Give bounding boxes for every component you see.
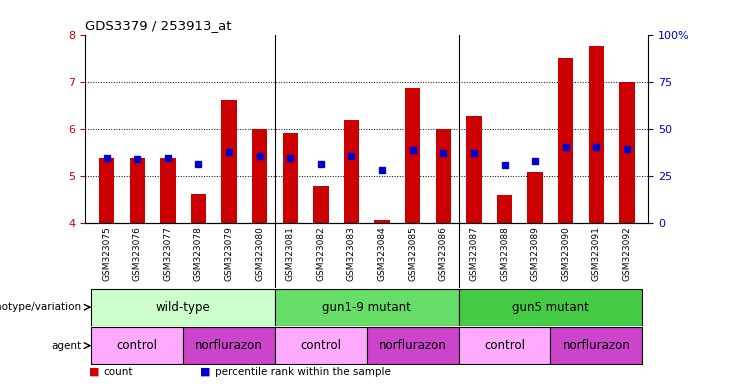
Bar xyxy=(619,82,634,223)
Bar xyxy=(275,327,367,364)
Bar xyxy=(222,101,236,223)
Bar xyxy=(367,327,459,364)
Bar xyxy=(191,194,206,223)
Text: norflurazon: norflurazon xyxy=(379,339,447,352)
Bar xyxy=(497,195,512,223)
Text: GSM323075: GSM323075 xyxy=(102,226,111,281)
Bar xyxy=(130,158,145,223)
Bar xyxy=(252,129,268,223)
Bar xyxy=(91,327,183,364)
Text: GSM323080: GSM323080 xyxy=(255,226,265,281)
Text: GSM323085: GSM323085 xyxy=(408,226,417,281)
Bar xyxy=(405,88,420,223)
Text: percentile rank within the sample: percentile rank within the sample xyxy=(215,367,391,377)
Text: ■: ■ xyxy=(89,367,99,377)
Text: norflurazon: norflurazon xyxy=(562,339,630,352)
Text: gun5 mutant: gun5 mutant xyxy=(512,301,589,314)
Text: wild-type: wild-type xyxy=(156,301,210,314)
Bar xyxy=(528,172,542,223)
Text: GSM323090: GSM323090 xyxy=(561,226,571,281)
Text: control: control xyxy=(484,339,525,352)
Text: GSM323082: GSM323082 xyxy=(316,226,325,281)
Bar xyxy=(374,220,390,223)
Bar xyxy=(551,327,642,364)
Text: GSM323079: GSM323079 xyxy=(225,226,233,281)
Bar xyxy=(313,187,328,223)
Bar xyxy=(558,58,574,223)
Text: genotype/variation: genotype/variation xyxy=(0,302,82,312)
Bar xyxy=(588,46,604,223)
Text: count: count xyxy=(104,367,133,377)
Bar xyxy=(275,289,459,326)
Text: ■: ■ xyxy=(200,367,210,377)
Bar xyxy=(282,133,298,223)
Bar xyxy=(91,289,275,326)
Text: GSM323077: GSM323077 xyxy=(163,226,173,281)
Text: norflurazon: norflurazon xyxy=(195,339,263,352)
Text: GSM323089: GSM323089 xyxy=(531,226,539,281)
Text: control: control xyxy=(300,339,342,352)
Bar xyxy=(99,158,114,223)
Text: GSM323076: GSM323076 xyxy=(133,226,142,281)
Text: control: control xyxy=(117,339,158,352)
Text: GSM323084: GSM323084 xyxy=(378,226,387,281)
Bar xyxy=(183,327,275,364)
Text: GSM323087: GSM323087 xyxy=(469,226,479,281)
Text: GSM323083: GSM323083 xyxy=(347,226,356,281)
Bar xyxy=(344,120,359,223)
Text: GSM323078: GSM323078 xyxy=(194,226,203,281)
Text: GSM323092: GSM323092 xyxy=(622,226,631,281)
Text: GSM323086: GSM323086 xyxy=(439,226,448,281)
Bar xyxy=(459,327,551,364)
Text: agent: agent xyxy=(51,341,82,351)
Bar xyxy=(160,158,176,223)
Text: GSM323091: GSM323091 xyxy=(592,226,601,281)
Text: GSM323081: GSM323081 xyxy=(286,226,295,281)
Bar xyxy=(466,116,482,223)
Bar xyxy=(459,289,642,326)
Text: GDS3379 / 253913_at: GDS3379 / 253913_at xyxy=(85,19,232,32)
Text: gun1-9 mutant: gun1-9 mutant xyxy=(322,301,411,314)
Bar xyxy=(436,129,451,223)
Text: GSM323088: GSM323088 xyxy=(500,226,509,281)
